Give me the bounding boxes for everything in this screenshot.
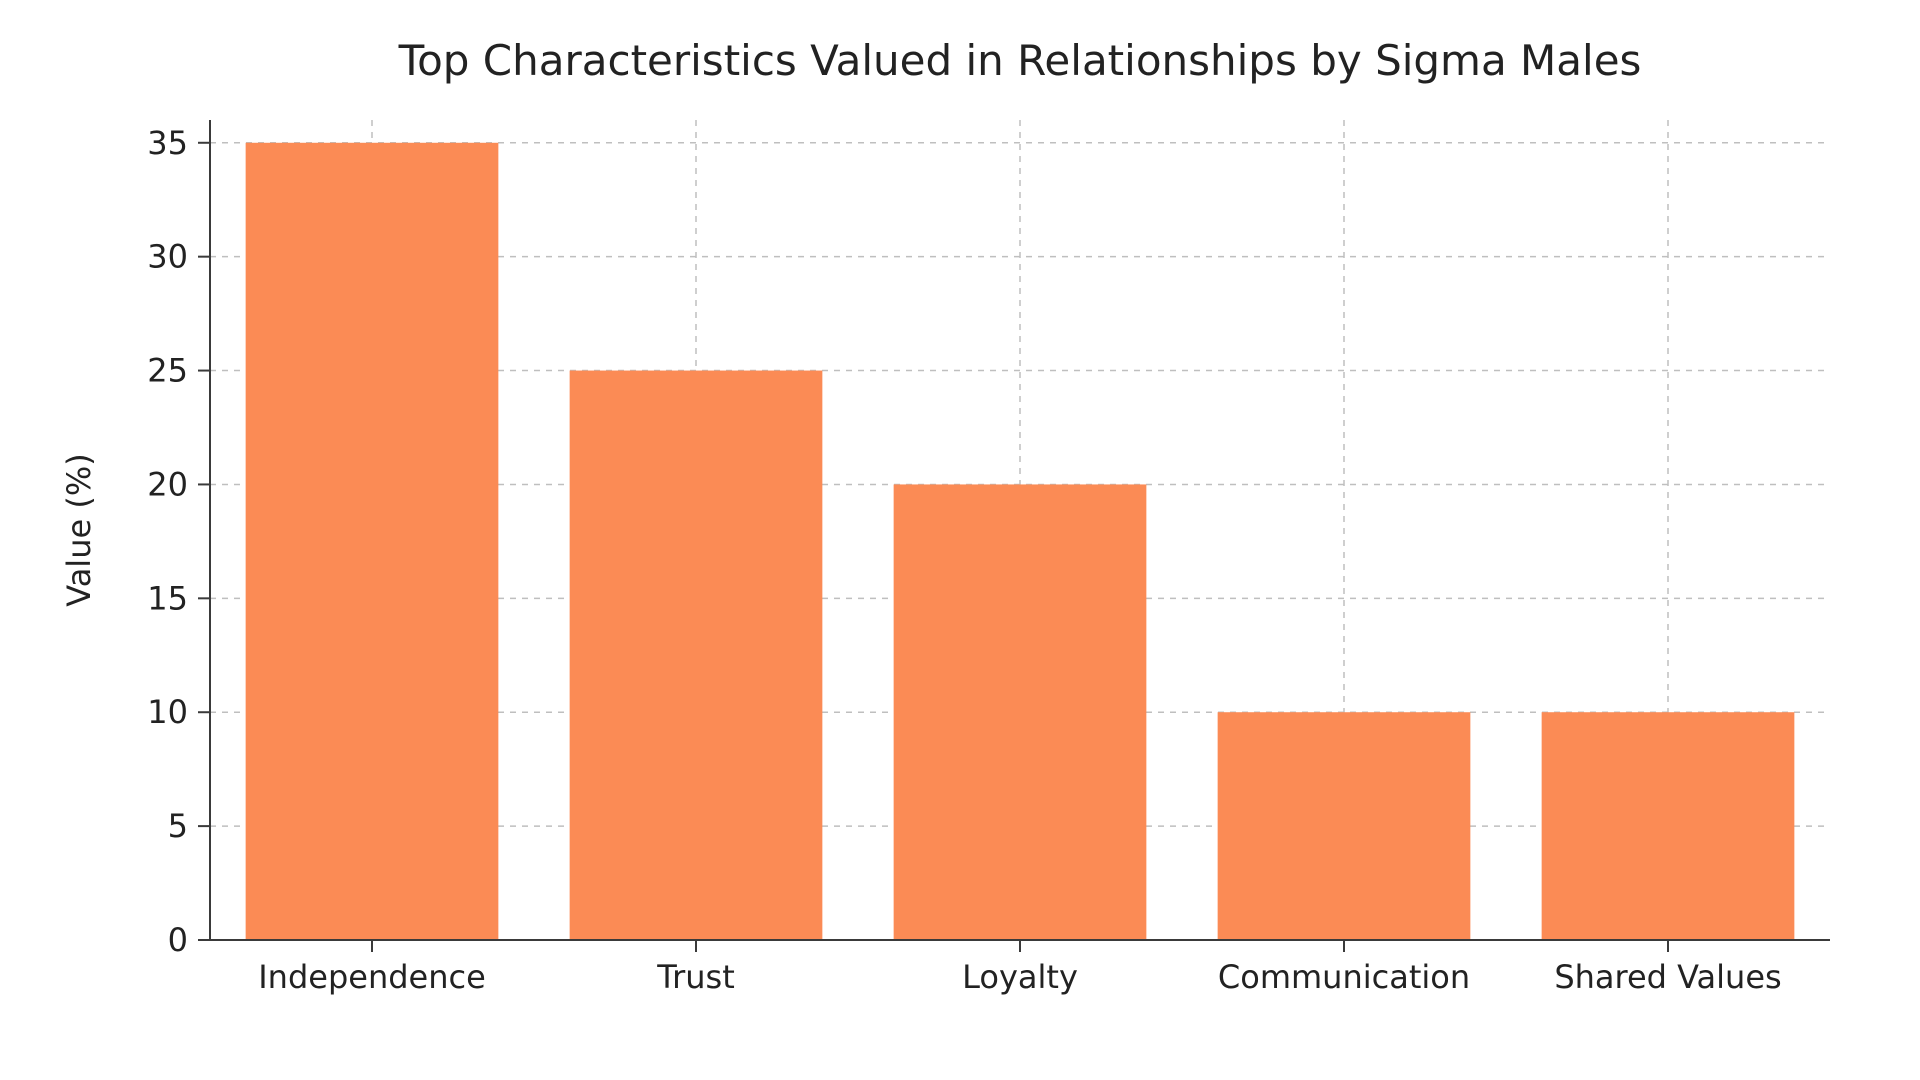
- y-tick-label: 35: [147, 124, 188, 162]
- chart-container: Top Characteristics Valued in Relationsh…: [0, 0, 1920, 1080]
- x-tick-label: Communication: [1218, 958, 1470, 996]
- y-tick-label: 25: [147, 352, 188, 390]
- y-tick-label: 10: [147, 693, 188, 731]
- y-tick-label: 5: [168, 807, 188, 845]
- y-tick-label: 20: [147, 465, 188, 503]
- x-tick-label: Loyalty: [962, 958, 1078, 996]
- y-tick-label: 15: [147, 579, 188, 617]
- bar: [246, 143, 499, 940]
- x-tick-label: Independence: [258, 958, 486, 996]
- x-tick-label: Trust: [656, 958, 735, 996]
- chart-title: Top Characteristics Valued in Relationsh…: [398, 36, 1642, 85]
- bar: [570, 371, 823, 940]
- bar: [894, 484, 1147, 940]
- bar-chart: Top Characteristics Valued in Relationsh…: [0, 0, 1920, 1080]
- bar: [1542, 712, 1795, 940]
- y-tick-label: 30: [147, 238, 188, 276]
- y-tick-label: 0: [168, 921, 188, 959]
- x-tick-label: Shared Values: [1554, 958, 1781, 996]
- y-axis-label: Value (%): [60, 453, 98, 606]
- bar: [1218, 712, 1471, 940]
